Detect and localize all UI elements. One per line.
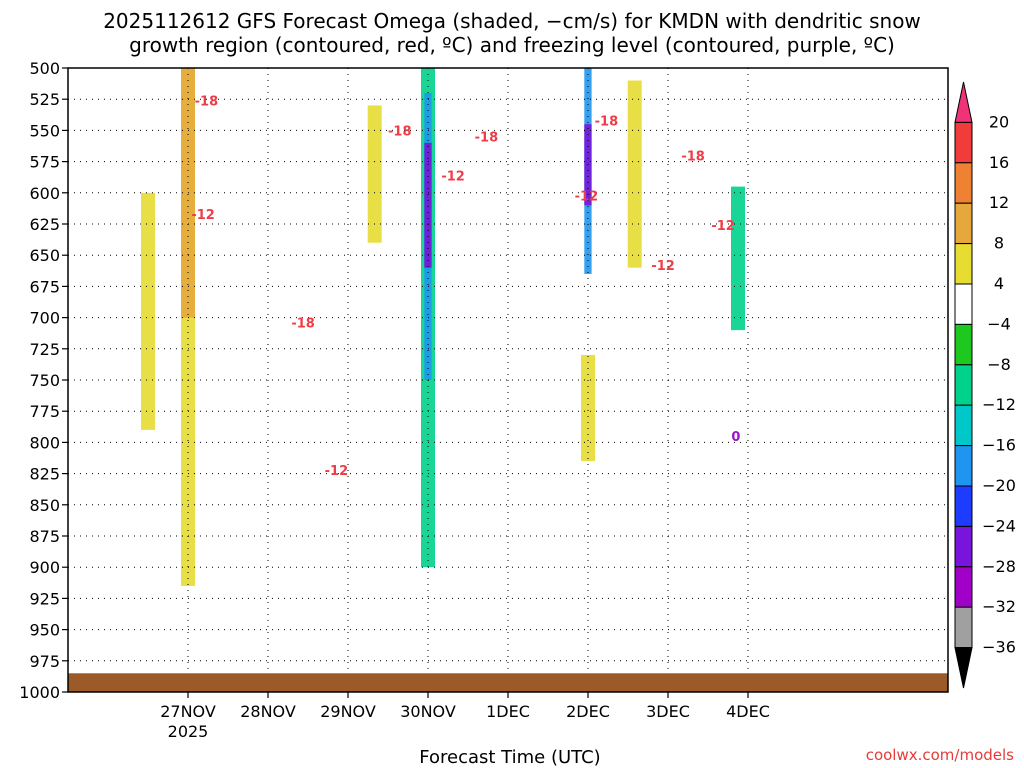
omega-shading: [141, 68, 745, 586]
omega-region: [731, 186, 745, 331]
grid-lines: [68, 68, 948, 692]
colorbar-swatch: [954, 606, 973, 649]
y-tick-label: 575: [29, 153, 60, 172]
y-tick-label: 600: [29, 184, 60, 203]
x-tick-label: 28NOV: [240, 702, 296, 721]
x-tick-label: 29NOV: [320, 702, 376, 721]
dgz-contour-label: -12: [651, 259, 675, 274]
colorbar-label: 12: [989, 193, 1009, 212]
dgz-contour-label: -12: [191, 208, 215, 223]
y-tick-label: 900: [29, 558, 60, 577]
x-tick-label: 2DEC: [566, 702, 610, 721]
y-axis: 500 525 550 575 600 625 650 675 700 725 750 775 800 8…: [19, 59, 68, 702]
colorbar-bottom-arrow: [954, 647, 973, 689]
colorbar-swatch: [954, 243, 973, 285]
colorbar-label: −16: [982, 436, 1016, 455]
colorbar-label: −28: [982, 557, 1016, 576]
dgz-contour-label: -12: [441, 169, 465, 184]
y-tick-label: 500: [29, 59, 60, 78]
dgz-contour-label: -12: [711, 219, 735, 234]
omega-region: [627, 80, 642, 268]
dgz-contour-label: -18: [195, 94, 219, 109]
colorbar-label: 8: [994, 234, 1004, 253]
colorbar-label: −20: [982, 476, 1016, 495]
colorbar-label: −12: [982, 395, 1016, 414]
colorbar-label: 20: [989, 112, 1009, 131]
colorbar-swatch: [954, 445, 973, 487]
y-tick-label: 625: [29, 215, 60, 234]
colorbar-swatch: [954, 364, 973, 406]
omega-region: [141, 192, 155, 430]
x-tick-label: 27NOV: [160, 702, 216, 721]
x-tick-label: 4DEC: [726, 702, 770, 721]
y-tick-label: 750: [29, 371, 60, 390]
x-tick-label: 1DEC: [486, 702, 530, 721]
y-tick-label: 950: [29, 621, 60, 640]
omega-region: [581, 355, 595, 462]
dgz-contour-label: -18: [681, 149, 705, 164]
colorbar-label: −32: [982, 597, 1016, 616]
dgz-contour-label: -18: [388, 124, 412, 139]
chart-title-line-2: growth region (contoured, red, ºC) and f…: [129, 33, 895, 57]
chart-title-line-1: 2025112612 GFS Forecast Omega (shaded, −…: [103, 9, 921, 33]
y-tick-label: 875: [29, 527, 60, 546]
y-tick-label: 800: [29, 433, 60, 452]
dgz-contour-label: -18: [595, 114, 619, 129]
colorbar-swatch: [954, 566, 973, 608]
y-tick-label: 825: [29, 465, 60, 484]
dgz-contour-label: -18: [291, 317, 315, 332]
credit-text: coolwx.com/models: [866, 746, 1014, 764]
colorbar-swatch: [954, 323, 973, 366]
dgz-contour-label: -12: [575, 189, 599, 204]
y-tick-label: 850: [29, 496, 60, 515]
colorbar-swatch: [954, 283, 973, 325]
colorbar-swatch: [954, 404, 973, 447]
omega-region: [424, 142, 432, 268]
omega-region: [367, 105, 382, 243]
colorbar-swatch: [954, 202, 973, 245]
dgz-contour-label: -12: [325, 464, 349, 479]
dgz-contour-label: -18: [475, 131, 499, 146]
y-tick-label: 700: [29, 309, 60, 328]
y-tick-label: 725: [29, 340, 60, 359]
colorbar-label: 16: [989, 153, 1009, 172]
x-tick-label: 3DEC: [646, 702, 690, 721]
plot-area: -18 -18 -18 -18 -18 -18 -12 -12 -12 -12 -12 -12 0: [67, 67, 949, 693]
y-tick-label: 975: [29, 652, 60, 671]
colorbar-swatch: [954, 121, 973, 164]
terrain-band: [68, 673, 948, 692]
y-tick-label: 925: [29, 589, 60, 608]
colorbar-label: −36: [982, 638, 1016, 657]
colorbar-label: −4: [987, 314, 1011, 333]
x-axis-label: Forecast Time (UTC): [419, 747, 600, 768]
y-tick-label: 1000: [19, 683, 60, 702]
colorbar: 20 16 12 8 4 −4 −8 −12 −16 −20 −24 −28 −32 −36: [954, 81, 1016, 689]
y-tick-label: 675: [29, 277, 60, 296]
y-tick-label: 775: [29, 402, 60, 421]
contours: -18 -18 -18 -18 -18 -18 -12 -12 -12 -12 -12 -12 0: [191, 94, 740, 478]
y-tick-label: 650: [29, 246, 60, 265]
colorbar-swatch: [954, 162, 973, 204]
y-tick-label: 525: [29, 90, 60, 109]
colorbar-label: 4: [994, 274, 1004, 293]
x-tick-label: 30NOV: [400, 702, 456, 721]
colorbar-top-arrow: [954, 81, 973, 123]
colorbar-label: −8: [987, 355, 1011, 374]
colorbar-swatch: [954, 485, 973, 527]
x-tick-sublabel: 2025: [168, 722, 209, 741]
colorbar-swatch: [954, 525, 973, 568]
y-tick-label: 550: [29, 121, 60, 140]
terrain: [68, 673, 948, 692]
freezing-contour-label: 0: [731, 430, 740, 445]
colorbar-label: −24: [982, 516, 1016, 535]
